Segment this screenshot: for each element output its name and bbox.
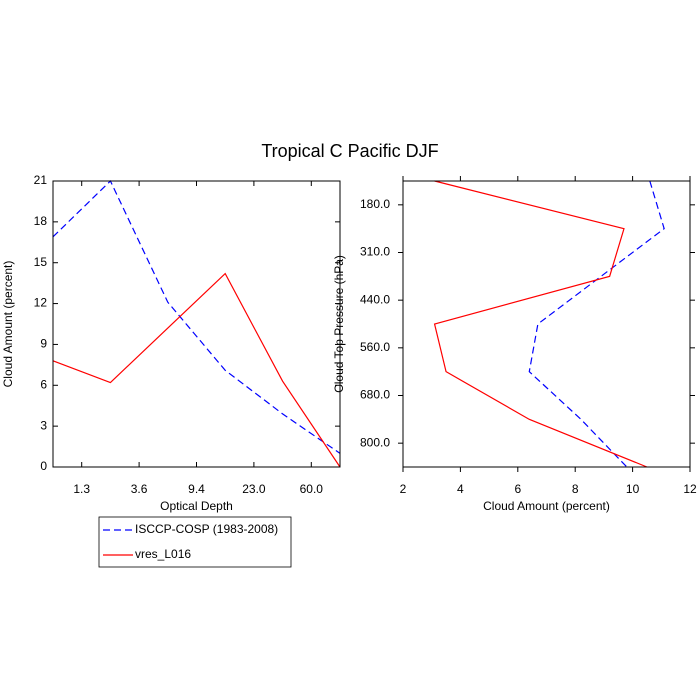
- legend-box: [98, 516, 292, 568]
- y-tick-label: 560.0: [360, 340, 390, 354]
- y-tick-label: 310.0: [360, 245, 390, 259]
- x-tick-label: 9.4: [188, 482, 205, 496]
- x-tick-label: 60.0: [300, 482, 324, 496]
- plot-frame: [52, 180, 341, 468]
- y-tick-label: 3: [40, 418, 47, 432]
- legend: ISCCP-COSP (1983-2008) vres_L016: [98, 516, 292, 568]
- x-axis-title: Cloud Amount (percent): [483, 499, 610, 513]
- y-tick-label: 15: [34, 255, 48, 269]
- x-tick-label: 3.6: [131, 482, 148, 496]
- y-tick-label: 440.0: [360, 292, 390, 306]
- y-tick-label: 180.0: [360, 197, 390, 211]
- x-tick-label: 6: [514, 482, 521, 496]
- series-line: [52, 272, 341, 468]
- series-line: [528, 180, 665, 468]
- x-tick-label: 10: [626, 482, 640, 496]
- x-tick-label: 12: [683, 482, 697, 496]
- y-tick-label: 9: [40, 337, 47, 351]
- x-axis-title: Optical Depth: [160, 499, 233, 513]
- x-tick-label: 23.0: [242, 482, 266, 496]
- x-tick-label: 2: [400, 482, 407, 496]
- y-tick-label: 6: [40, 377, 47, 391]
- y-tick-label: 800.0: [360, 435, 390, 449]
- chart-title: Tropical C Pacific DJF: [261, 141, 438, 161]
- y-axis-title: Cloud Top Pressure (hPa): [332, 255, 346, 393]
- y-tick-label: 680.0: [360, 388, 390, 402]
- y-tick-label: 21: [34, 173, 48, 187]
- x-tick-label: 1.3: [73, 482, 90, 496]
- series-line: [52, 179, 341, 454]
- legend-label: vres_L016: [135, 547, 191, 561]
- legend-label: ISCCP-COSP (1983-2008): [135, 522, 278, 536]
- plot-frame: [402, 180, 691, 468]
- x-tick-label: 4: [457, 482, 464, 496]
- y-tick-label: 12: [34, 296, 48, 310]
- y-tick-label: 0: [40, 459, 47, 473]
- series-line: [433, 180, 648, 468]
- x-tick-label: 8: [572, 482, 579, 496]
- y-axis-title: Cloud Amount (percent): [1, 261, 15, 388]
- y-tick-label: 18: [34, 214, 48, 228]
